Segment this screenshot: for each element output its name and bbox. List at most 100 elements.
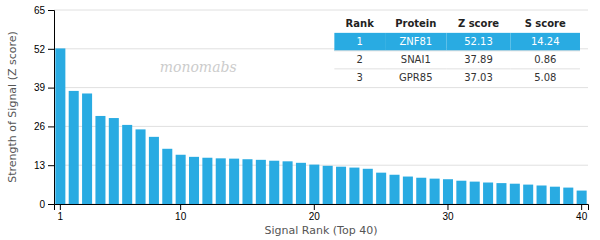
bar (82, 93, 92, 204)
grid (54, 10, 588, 204)
table-header: Rank (346, 18, 375, 29)
table-separator (446, 68, 510, 69)
tick-mark (180, 204, 181, 210)
table-cell-bg (385, 33, 446, 51)
bar (443, 179, 453, 204)
grid-line (54, 10, 588, 11)
tick-label: 26 (34, 121, 46, 132)
x-axis-title: Signal Rank (Top 40) (265, 224, 378, 237)
tick-mark (48, 165, 54, 166)
bar (296, 163, 306, 204)
bar (283, 161, 293, 204)
tick-label: 39 (34, 82, 46, 93)
table-separator (511, 50, 580, 51)
bar (523, 185, 533, 204)
bar (229, 159, 239, 204)
table-cell: 52.13 (464, 36, 493, 47)
table-separator (511, 68, 580, 69)
table-separator (334, 50, 385, 51)
y-tick: 13 (34, 160, 54, 171)
table-cell-bg (446, 33, 510, 51)
bar (563, 188, 573, 204)
bar (430, 179, 440, 204)
bar (349, 168, 359, 204)
table-header: Z score (458, 18, 499, 29)
x-tick: 10 (175, 204, 187, 222)
bar (537, 185, 547, 204)
bar (69, 91, 79, 204)
table-header: Protein (395, 18, 436, 29)
table-cell: SNAI1 (401, 54, 431, 65)
bar (363, 169, 373, 204)
tick-mark (48, 126, 54, 127)
bar (390, 175, 400, 204)
table-cell: 1 (357, 36, 363, 47)
tick-label: 1 (58, 211, 64, 222)
tick-mark (314, 204, 315, 210)
table-cell: 37.89 (464, 54, 493, 65)
y-tick: 52 (34, 44, 54, 55)
bar (269, 161, 279, 204)
bar (376, 173, 386, 204)
bar (162, 149, 172, 204)
bar (136, 129, 146, 204)
table: Rank Protein Z score S score 1 ZNF81 52.13 14.2… (334, 18, 580, 83)
table-cell: GPR85 (399, 72, 432, 83)
bar (202, 158, 212, 204)
y-tick: 65 (34, 5, 54, 16)
axis-line (48, 11, 55, 205)
bar (149, 137, 159, 204)
plot-area: 0 13 26 39 52 65 1 10 20 30 40 Signal Rank (Top 40)… (6, 5, 589, 237)
tick-label: 65 (34, 5, 46, 16)
bar (336, 167, 346, 204)
tick-mark (48, 204, 54, 205)
tick-label: 30 (442, 211, 454, 222)
bar (496, 183, 506, 204)
tick-mark (60, 204, 61, 210)
bar (122, 125, 132, 204)
bar (470, 182, 480, 204)
bar (577, 191, 587, 204)
x-axis: 1 10 20 30 40 (55, 204, 589, 222)
tick-mark (48, 10, 54, 11)
bar (403, 177, 413, 204)
table-separator (385, 50, 446, 51)
tick-label: 20 (309, 211, 321, 222)
grid-line (54, 165, 588, 166)
table-cell: 5.08 (534, 72, 556, 83)
tick-label: 10 (175, 211, 187, 222)
table-separator (334, 68, 385, 69)
y-tick: 26 (34, 121, 54, 132)
bar (550, 187, 560, 204)
bar (216, 158, 226, 204)
y-axis: 0 13 26 39 52 65 (34, 5, 55, 210)
tick-label: 40 (576, 211, 588, 222)
x-tick: 30 (442, 204, 454, 222)
bar (416, 178, 426, 204)
table-cell: ZNF81 (399, 36, 432, 47)
tick-label: 52 (34, 44, 46, 55)
table-cell: 2 (357, 54, 363, 65)
bar (55, 48, 65, 204)
bar (483, 183, 493, 204)
x-tick: 20 (309, 204, 321, 222)
bar (95, 116, 105, 204)
tick-mark (581, 204, 582, 210)
bar (256, 160, 266, 204)
x-tick: 40 (576, 204, 588, 222)
tick-mark (48, 88, 54, 89)
x-tick: 1 (58, 204, 64, 222)
table-cell: 37.03 (464, 72, 493, 83)
bar (176, 155, 186, 204)
tick-label: 13 (34, 160, 46, 171)
y-tick: 0 (39, 199, 54, 210)
table-cell: 14.24 (531, 36, 560, 47)
axis-line (55, 205, 589, 211)
bar (189, 157, 199, 204)
table-header: S score (525, 18, 566, 29)
chart: 0 13 26 39 52 65 1 10 20 30 40 Signal Rank (Top 40)… (0, 0, 600, 240)
table-cell: 0.86 (534, 54, 556, 65)
table-separator (385, 68, 446, 69)
bar (510, 184, 520, 204)
grid-line (54, 126, 588, 127)
